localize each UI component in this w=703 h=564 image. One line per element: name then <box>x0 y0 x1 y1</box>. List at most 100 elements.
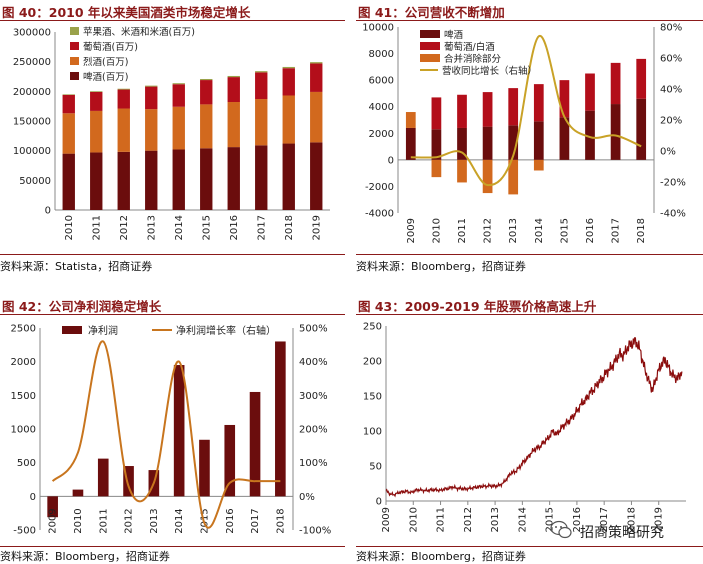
y-tick-label: 150000 <box>13 117 51 128</box>
stock-price-line <box>385 337 683 498</box>
y2-tick-label: 0% <box>299 492 315 503</box>
bar-segment <box>610 104 621 160</box>
legend-swatch <box>420 54 440 62</box>
bar-segment <box>310 62 323 64</box>
net-profit-bar <box>173 365 185 497</box>
x-tick-label: 2011 <box>91 215 102 240</box>
source-note: 资料来源：Bloomberg，招商证券 <box>356 260 526 273</box>
bar-segment <box>405 127 416 160</box>
bar-segment <box>90 110 103 153</box>
y2-tick-label: 0% <box>660 147 676 158</box>
bar-segment <box>62 94 75 95</box>
bar-segment <box>310 63 323 92</box>
legend-swatch <box>70 42 79 50</box>
y-tick-label: 1500 <box>11 391 36 402</box>
bar-segment <box>90 91 103 92</box>
stacked-bar-chart-us-alcohol-market: 0 50000 100000 150000 200000 250000 300000 2010… <box>13 26 330 240</box>
bar-segment <box>145 86 158 110</box>
x-tick-label: 2010 <box>73 508 84 533</box>
bar-line-chart-net-profit: -500 0 500 1000 1500 2000 2500 -100% 0% 100% 200% 3… <box>11 324 332 537</box>
y-tick-label: 0 <box>30 492 36 503</box>
bar-segment <box>310 142 323 210</box>
revenue-growth-line <box>410 35 642 187</box>
y-tick-label: 2000 <box>369 129 394 140</box>
y-tick-label: 1000 <box>11 425 36 436</box>
bar-segment <box>90 91 103 111</box>
bar-segment <box>431 159 442 178</box>
figure-title: 图 42：公司净利润稳定增长 <box>2 299 162 314</box>
bar-segment <box>117 108 130 152</box>
x-tick-label: 2019 <box>654 507 665 532</box>
figure-41-panel: 图 41：公司营收不断增加 -4000 -2000 0 2000 4000 6000 800… <box>356 0 703 275</box>
figure-title: 图 40：2010 年以来美国酒类市场稳定增长 <box>2 5 251 20</box>
legend-label: 净利润增长率（右轴） <box>176 324 276 337</box>
x-tick-label: 2017 <box>250 508 261 533</box>
legend-swatch <box>420 30 440 38</box>
bar-segment <box>227 102 240 148</box>
bar-segment <box>282 68 295 96</box>
y2-tick-label: -100% <box>299 526 331 537</box>
x-tick-label: 2016 <box>225 508 236 533</box>
legend-label: 葡萄酒(百万) <box>83 41 138 53</box>
x-tick-label: 2010 <box>408 507 419 532</box>
bar-segment <box>585 73 595 111</box>
y2-tick-label: 200% <box>299 425 328 436</box>
net-profit-bar <box>72 489 84 497</box>
x-tick-label: 2013 <box>149 508 160 533</box>
bar-segment <box>200 78 213 81</box>
x-tick-label: 2014 <box>174 215 185 240</box>
bar-segment <box>585 110 595 160</box>
legend-swatch <box>70 57 79 65</box>
x-tick-label: 2017 <box>611 218 622 243</box>
y-tick-label: 0 <box>376 497 382 508</box>
y2-tick-label: 500% <box>299 324 328 335</box>
x-tick-label: 2015 <box>559 218 570 243</box>
y2-tick-label: 100% <box>299 458 328 469</box>
bar-segment <box>62 94 75 114</box>
legend-swatch <box>70 27 79 35</box>
y-tick-label: 250000 <box>13 57 51 68</box>
bar-segment <box>172 83 185 85</box>
bar-segment <box>145 85 158 87</box>
bar-segment <box>508 125 519 160</box>
profit-growth-line <box>51 340 281 529</box>
y-tick-label: 0 <box>45 206 51 217</box>
legend-label: 净利润 <box>88 324 118 337</box>
x-tick-label: 2012 <box>119 215 130 240</box>
y-tick-label: 4000 <box>369 102 394 113</box>
net-profit-bar <box>47 496 58 518</box>
bar-segment <box>117 89 130 109</box>
legend-label: 啤酒 <box>444 29 464 41</box>
bar-segment <box>431 129 442 160</box>
bar-segment <box>482 126 493 160</box>
x-tick-label: 2012 <box>124 508 135 533</box>
y-tick-label: 6000 <box>369 76 394 87</box>
x-tick-label: 2019 <box>311 215 322 240</box>
source-note: 资料来源：Bloomberg，招商证券 <box>356 550 526 563</box>
legend-swatch <box>62 326 82 334</box>
y-tick-label: -500 <box>13 526 36 537</box>
x-tick-label: 2011 <box>457 218 468 243</box>
x-tick-label: 2013 <box>490 507 501 532</box>
bar-segment <box>559 80 570 118</box>
y-tick-label: 2500 <box>11 324 36 335</box>
bar-segment <box>533 84 544 122</box>
bar-segment <box>62 113 75 154</box>
legend-label: 烈酒(百万) <box>83 57 128 68</box>
x-tick-label: 2012 <box>463 507 474 532</box>
x-tick-label: 2017 <box>256 215 267 240</box>
bar-segment <box>610 62 621 105</box>
bar-segment <box>172 149 185 210</box>
bar-segment <box>117 151 130 210</box>
x-tick-label: 2015 <box>545 507 556 532</box>
y-tick-label: 300000 <box>13 28 51 39</box>
x-tick-label: 2014 <box>174 508 185 533</box>
line-chart-stock-price: 0 50 100 150 200 250 2009 2010 2011 2012 2013 2014 2… <box>363 322 686 532</box>
x-tick-label: 2015 <box>201 215 212 240</box>
net-profit-bar <box>199 439 210 497</box>
legend-label: 营收同比增长（右轴） <box>442 65 537 77</box>
legend-label: 葡萄酒/白酒 <box>444 41 495 53</box>
y2-tick-label: -40% <box>660 209 686 220</box>
bar-segment <box>282 143 295 210</box>
bar-segment <box>117 88 130 90</box>
